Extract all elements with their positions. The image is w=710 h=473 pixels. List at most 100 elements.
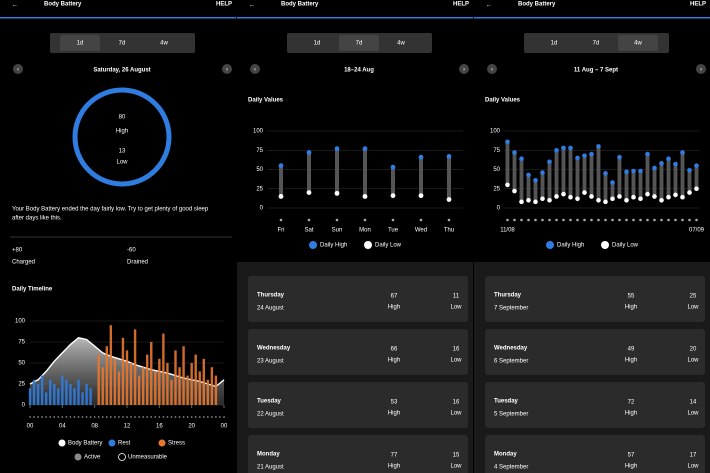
y-tick-label: 50 <box>256 167 263 173</box>
timeline-dot <box>109 416 112 418</box>
help-button[interactable]: HELP <box>690 2 706 8</box>
high-dot <box>278 163 284 169</box>
chevron: › <box>700 67 702 73</box>
high-dot <box>582 153 587 158</box>
tab[interactable]: 7d <box>356 41 363 47</box>
level-bar <box>28 388 32 405</box>
day-dot <box>674 218 677 222</box>
low-dot <box>673 192 678 198</box>
y-tick-label: 25 <box>18 382 25 388</box>
low-dot <box>561 191 566 197</box>
level-bar <box>73 388 76 405</box>
timeline-dot <box>198 416 201 418</box>
low-dot <box>666 194 671 200</box>
level-bar <box>214 375 218 405</box>
tab[interactable]: 7d <box>119 41 126 47</box>
low-dot <box>645 191 650 197</box>
day-low-label: Low <box>687 358 699 364</box>
back-arrow[interactable]: ← <box>486 3 492 9</box>
day-low: 17 <box>690 453 697 459</box>
high-dot <box>687 167 692 173</box>
header-divider <box>237 17 473 19</box>
x-tick-label: Thu <box>444 228 454 234</box>
timeline-dot <box>29 416 31 418</box>
level-bar <box>170 379 173 405</box>
timeline-dot <box>89 416 92 418</box>
day-card[interactable] <box>248 329 468 375</box>
back-arrow[interactable]: ← <box>249 3 255 9</box>
high-dot <box>446 154 452 159</box>
chevron: › <box>226 67 228 73</box>
high-dot <box>547 159 552 165</box>
level-bar <box>154 371 157 405</box>
y-tick-label: 100 <box>253 129 264 135</box>
range-bar <box>652 167 657 197</box>
prev-button[interactable] <box>487 64 497 74</box>
level-bar <box>109 325 113 405</box>
day-low: 16 <box>453 347 460 353</box>
level-bar <box>40 375 44 405</box>
tab[interactable]: 4w <box>397 41 405 47</box>
high-dot <box>624 169 629 175</box>
timeline-dot <box>37 416 39 418</box>
high-dot <box>540 170 545 175</box>
chevron: › <box>463 67 465 73</box>
timeline-dot <box>118 416 120 418</box>
day-card[interactable] <box>248 435 468 473</box>
tab[interactable]: 1d <box>551 41 558 47</box>
range-bar <box>419 157 423 196</box>
prev-button[interactable] <box>250 64 260 74</box>
day-card[interactable] <box>485 329 705 375</box>
high-dot <box>673 161 678 167</box>
day-card[interactable] <box>485 276 705 322</box>
day-dot <box>520 218 523 222</box>
tab[interactable]: 4w <box>160 41 168 47</box>
next-button[interactable] <box>459 64 469 74</box>
timeline-dot <box>53 416 56 418</box>
range-bar <box>561 147 566 195</box>
day-date: 6 September <box>494 359 528 365</box>
timeline-dot <box>41 416 44 418</box>
day-card[interactable] <box>248 276 468 322</box>
next-button[interactable] <box>222 64 232 74</box>
day-dot <box>646 218 649 222</box>
legend-swatch <box>74 453 82 461</box>
day-dot <box>695 218 698 222</box>
day-high: 49 <box>628 347 635 353</box>
back-arrow[interactable]: ← <box>12 3 18 9</box>
y-tick-label: 50 <box>493 167 500 173</box>
level-bar <box>53 384 56 405</box>
day-dot <box>555 218 558 222</box>
tab[interactable]: 1d <box>77 41 84 47</box>
prev-button[interactable] <box>13 64 23 74</box>
high-dot <box>596 144 601 149</box>
day-date: 5 September <box>494 412 528 418</box>
next-button[interactable] <box>696 64 706 74</box>
day-high: 77 <box>391 453 398 459</box>
chart-title: Daily Values <box>248 98 284 104</box>
header-title: Body Battery <box>44 2 82 8</box>
level-bar <box>182 346 185 405</box>
range-bar <box>447 156 451 200</box>
low-dot <box>334 190 340 196</box>
stat-value: +80 <box>12 248 23 254</box>
high-dot <box>603 171 608 176</box>
timeline-dot <box>126 416 128 418</box>
help-button[interactable]: HELP <box>453 2 469 8</box>
timeline-dot <box>33 416 35 418</box>
timeline-dot <box>101 416 104 418</box>
tab[interactable]: 1d <box>314 41 321 47</box>
tab[interactable]: 4w <box>634 41 642 47</box>
day-dot <box>625 218 628 222</box>
day-card[interactable] <box>248 382 468 428</box>
day-card[interactable] <box>485 382 705 428</box>
y-tick-label: 25 <box>256 186 263 192</box>
help-button[interactable]: HELP <box>216 2 232 8</box>
day-card[interactable] <box>485 435 705 473</box>
level-bar <box>178 367 181 405</box>
level-bar <box>210 367 214 405</box>
x-tick-label: 12 <box>124 424 131 430</box>
tab[interactable]: 7d <box>593 41 600 47</box>
day-high: 53 <box>391 400 398 406</box>
low-dot <box>418 193 424 199</box>
